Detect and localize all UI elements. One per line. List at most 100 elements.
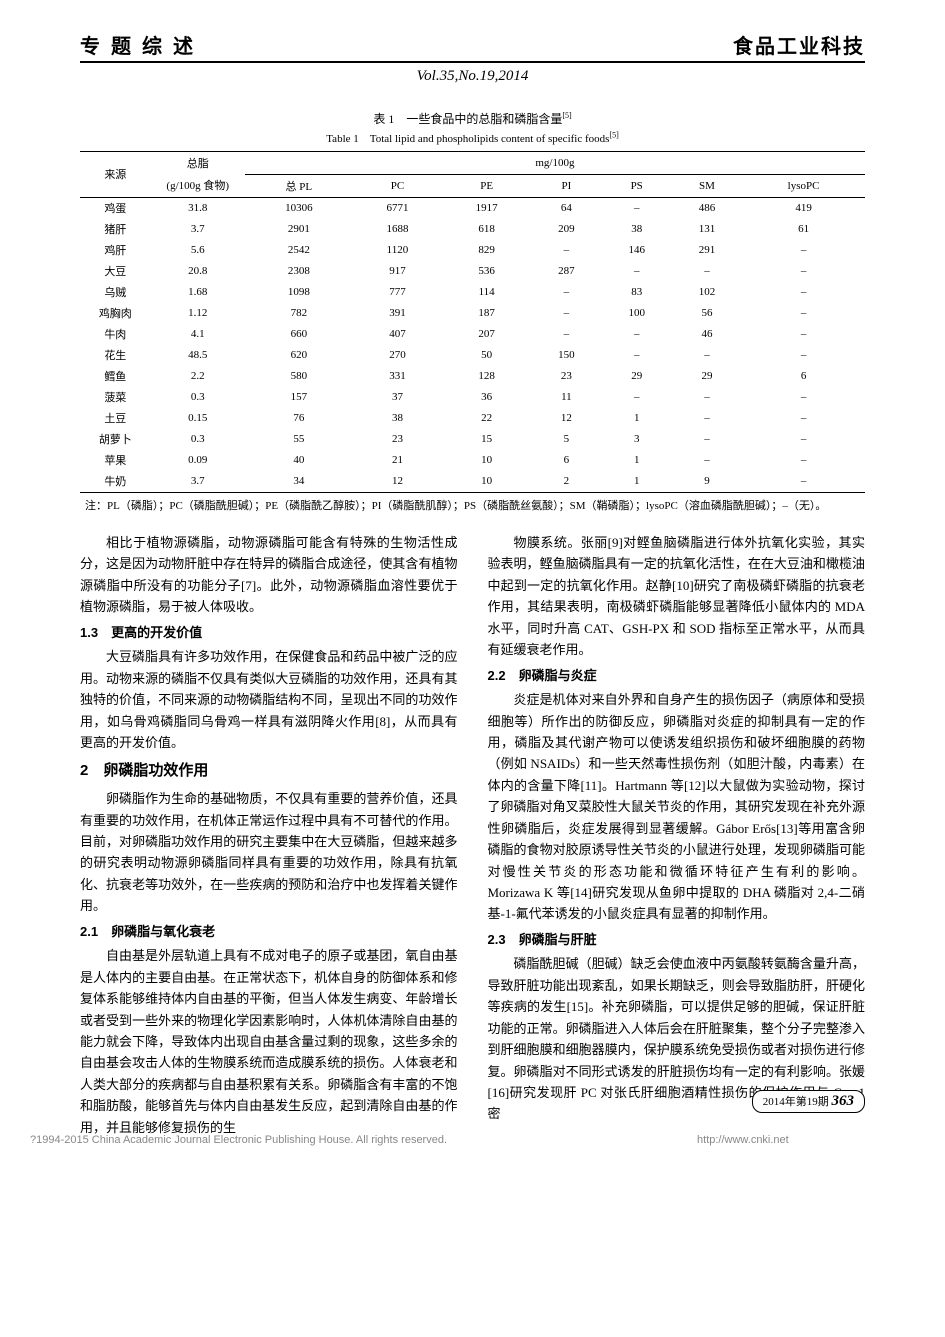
table-cell: –	[531, 240, 601, 261]
table-row: 乌贼1.681098777114–83102–	[80, 282, 865, 303]
table-cell: 胡萝卜	[80, 429, 151, 450]
table-cell: 15	[442, 429, 531, 450]
table-cell: 157	[245, 387, 353, 408]
table-cell: 34	[245, 471, 353, 493]
table-row: 花生48.562027050150–––	[80, 345, 865, 366]
table-cell: 5.6	[151, 240, 245, 261]
table-cell: 23	[531, 366, 601, 387]
table-cell: 114	[442, 282, 531, 303]
table-cell: 0.15	[151, 408, 245, 429]
table-cell: 2	[531, 471, 601, 493]
table-cell: 苹果	[80, 450, 151, 471]
table-row: 胡萝卜0.355231553––	[80, 429, 865, 450]
table-cell: 2.2	[151, 366, 245, 387]
table-cell: 1688	[353, 219, 442, 240]
table-cell: 76	[245, 408, 353, 429]
left-p1: 相比于植物源磷脂，动物源磷脂可能含有特殊的生物活性成分，这是因为动物肝脏中存在特…	[80, 532, 458, 618]
table-cell: 鳕鱼	[80, 366, 151, 387]
table-cell: 鸡肝	[80, 240, 151, 261]
table-title-cn-sup: [5]	[562, 111, 571, 120]
table-cell: 83	[602, 282, 672, 303]
th-sm: SM	[672, 174, 742, 197]
table-cell: 0.09	[151, 450, 245, 471]
table-cell: –	[531, 324, 601, 345]
table-cell: 37	[353, 387, 442, 408]
table-cell: 618	[442, 219, 531, 240]
table-cell: 102	[672, 282, 742, 303]
table-cell: 391	[353, 303, 442, 324]
table-cell: 9	[672, 471, 742, 493]
table-cell: 1.68	[151, 282, 245, 303]
footer-page: 363	[832, 1093, 855, 1109]
table-cell: 11	[531, 387, 601, 408]
table-cell: 419	[742, 197, 865, 219]
table-cell: 10	[442, 471, 531, 493]
content-columns: 相比于植物源磷脂，动物源磷脂可能含有特殊的生物活性成分，这是因为动物肝脏中存在特…	[80, 532, 865, 1138]
table-cell: 38	[353, 408, 442, 429]
table-cell: 大豆	[80, 261, 151, 282]
table-cell: 1	[602, 471, 672, 493]
lipid-table: 来源 总脂 mg/100g (g/100g 食物) 总 PL PC PE PI …	[80, 151, 865, 493]
table-cell: –	[602, 345, 672, 366]
table-cell: 270	[353, 345, 442, 366]
table-cell: –	[672, 429, 742, 450]
table-cell: –	[531, 282, 601, 303]
table-cell: 1	[602, 408, 672, 429]
table-cell: 486	[672, 197, 742, 219]
table-cell: 土豆	[80, 408, 151, 429]
table-cell: 29	[672, 366, 742, 387]
table-cell: –	[602, 197, 672, 219]
table-row: 牛肉4.1660407207––46–	[80, 324, 865, 345]
left-column: 相比于植物源磷脂，动物源磷脂可能含有特殊的生物活性成分，这是因为动物肝脏中存在特…	[80, 532, 458, 1138]
table-row: 猪肝3.7290116886182093813161	[80, 219, 865, 240]
table-cell: –	[742, 303, 865, 324]
table-row: 鳕鱼2.25803311282329296	[80, 366, 865, 387]
header-section-title: 专 题 综 述	[80, 30, 196, 59]
table-row: 土豆0.15763822121––	[80, 408, 865, 429]
table-cell: 6	[742, 366, 865, 387]
table-cell: 100	[602, 303, 672, 324]
table-cell: 209	[531, 219, 601, 240]
table-cell: –	[742, 387, 865, 408]
table-row: 牛奶3.7341210219–	[80, 471, 865, 493]
table-cell: 1917	[442, 197, 531, 219]
table-cell: –	[602, 324, 672, 345]
th-mg-group: mg/100g	[535, 157, 574, 169]
table-title-en: Table 1 Total lipid and phospholipids co…	[80, 130, 865, 146]
table-cell: 917	[353, 261, 442, 282]
table-cell: 61	[742, 219, 865, 240]
table-cell: –	[742, 324, 865, 345]
footer-copyright: ?1994-2015 China Academic Journal Electr…	[30, 1134, 789, 1146]
table-row: 鸡胸肉1.12782391187–10056–	[80, 303, 865, 324]
table-cell: 10	[442, 450, 531, 471]
right-column: 物膜系统。张丽[9]对鲣鱼脑磷脂进行体外抗氧化实验，其实验表明，鲣鱼脑磷脂具有一…	[488, 532, 866, 1138]
table-cell: 6771	[353, 197, 442, 219]
table-cell: 55	[245, 429, 353, 450]
table-cell: 1120	[353, 240, 442, 261]
table-cell: –	[742, 240, 865, 261]
table-cell: 150	[531, 345, 601, 366]
table-cell: 56	[672, 303, 742, 324]
table-cell: 291	[672, 240, 742, 261]
table-cell: –	[742, 282, 865, 303]
table-cell: 46	[672, 324, 742, 345]
table-title-en-sup: [5]	[609, 130, 618, 139]
table-cell: 5	[531, 429, 601, 450]
table-cell: –	[672, 345, 742, 366]
th-totalfat: 总脂	[187, 158, 209, 170]
th-pc: PC	[353, 174, 442, 197]
table-cell: 331	[353, 366, 442, 387]
footer-badge: 2014年第19期 363	[752, 1090, 865, 1113]
table-cell: 乌贼	[80, 282, 151, 303]
table-cell: 鸡胸肉	[80, 303, 151, 324]
table-cell: –	[602, 261, 672, 282]
table-cell: –	[672, 261, 742, 282]
table-cell: 40	[245, 450, 353, 471]
table-cell: 12	[353, 471, 442, 493]
table-cell: 3	[602, 429, 672, 450]
th-lysopc: lysoPC	[742, 174, 865, 197]
table-cell: 64	[531, 197, 601, 219]
heading-2: 2 卵磷脂功效作用	[80, 759, 458, 784]
table-cell: 31.8	[151, 197, 245, 219]
th-pe: PE	[442, 174, 531, 197]
